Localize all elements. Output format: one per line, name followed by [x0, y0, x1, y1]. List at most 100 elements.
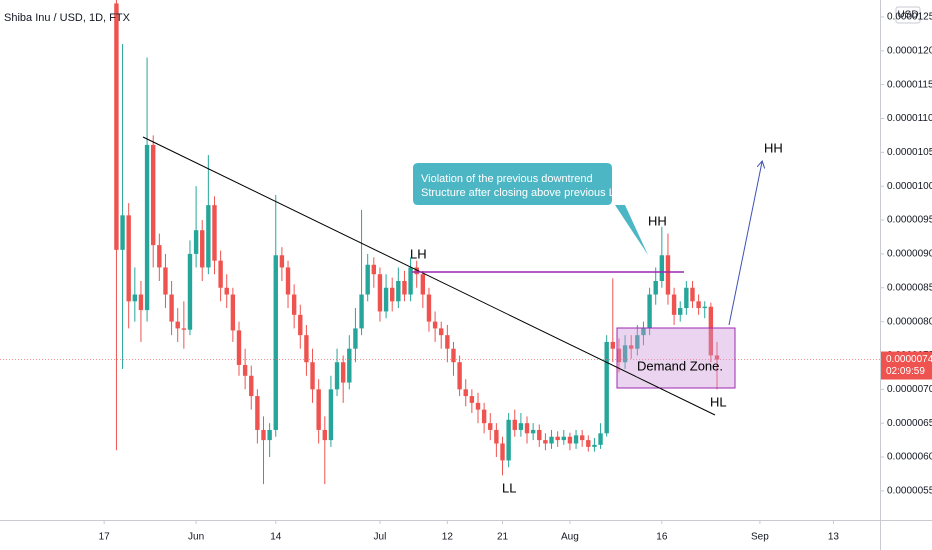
candle-body [255, 396, 260, 430]
trend-line [142, 136, 716, 416]
candle-body [567, 436, 573, 444]
candle-body [457, 362, 462, 390]
candle-body [641, 328, 646, 336]
candle-body [530, 429, 536, 434]
candle-body [622, 345, 628, 363]
label-hh-target: HH [764, 140, 783, 155]
candle-body [678, 308, 683, 315]
candle-body [481, 409, 487, 424]
candle-body [432, 321, 438, 329]
y-tick-label: 0.00000550 [887, 486, 932, 497]
callout-text: Structure after closing above previous L… [421, 187, 640, 199]
candle-body [310, 362, 315, 390]
candle-body [334, 362, 340, 390]
candle-body [555, 436, 560, 441]
x-tick-label: Aug [561, 532, 579, 543]
candle-body [285, 267, 291, 295]
candle-body [261, 429, 266, 441]
chart-title: Shiba Inu / USD, 1D, FTX [4, 12, 131, 24]
currency[interactable]: USD [897, 10, 918, 21]
candle-body [506, 419, 511, 461]
candle-body [175, 321, 180, 329]
candle-body [543, 440, 548, 444]
candle-body [610, 341, 616, 349]
candle-body [279, 255, 285, 268]
x-tick-label: 16 [656, 532, 668, 543]
candle-body [414, 267, 419, 275]
candle-body [157, 245, 162, 268]
candle-body [193, 230, 199, 254]
demand-zone [616, 327, 736, 389]
candle-body [604, 341, 609, 434]
candle-body [665, 255, 671, 295]
candle-body [206, 205, 211, 268]
candle-body [708, 306, 714, 356]
candle-body [236, 330, 242, 365]
candle-body [586, 440, 591, 447]
candle-body [579, 435, 585, 441]
candle-body [181, 328, 187, 330]
candle-body [169, 294, 174, 322]
candle-body [144, 144, 150, 311]
x-tick-label: 12 [442, 532, 454, 543]
candle-body [696, 301, 701, 309]
candle-body [298, 314, 303, 336]
candle-body [408, 267, 413, 295]
x-tick-label: 17 [99, 532, 111, 543]
projection-arrow [728, 162, 762, 326]
callout-text: Violation of the previous downtrend [421, 173, 593, 185]
candle-body [684, 287, 689, 309]
candles [0, 0, 880, 485]
candle-body [359, 294, 364, 329]
candle-body [224, 287, 229, 295]
candle-body [439, 328, 444, 336]
candle-body [451, 348, 456, 363]
candle-body [273, 255, 278, 430]
candle-body [494, 429, 499, 444]
candle-body [488, 423, 493, 430]
label-demand-zone: Demand Zone. [637, 358, 723, 373]
callout-box [413, 163, 648, 255]
candle-body [163, 267, 168, 295]
candle-body [390, 287, 395, 302]
last-price-badge [881, 351, 932, 380]
candle-body [383, 287, 389, 312]
candle-body [200, 230, 205, 268]
x-tick-label: Jul [374, 532, 387, 543]
candle-body [402, 280, 407, 295]
candle-body [426, 294, 432, 322]
candle-body [132, 294, 138, 302]
candle-body [230, 294, 236, 331]
candle-body [512, 419, 517, 430]
candle-body [702, 306, 707, 309]
candle-body [653, 280, 658, 295]
candle-body [635, 335, 640, 349]
x-tick-label: 13 [828, 532, 840, 543]
candle-body [126, 215, 131, 302]
candle-body [598, 433, 603, 445]
x-tick-label: 14 [270, 532, 282, 543]
candle-body [120, 215, 125, 250]
candle-body [138, 294, 144, 311]
label-hh: HH [648, 213, 667, 228]
candle-body [659, 255, 665, 281]
label-hl: HL [710, 394, 727, 409]
candle-body [537, 429, 542, 441]
currency-badge[interactable] [895, 6, 921, 24]
candle-body [328, 389, 334, 441]
candle-body [592, 444, 597, 447]
candle-body [347, 348, 352, 383]
countdown: 02:09:59 [886, 366, 925, 377]
candle-body [518, 423, 524, 430]
